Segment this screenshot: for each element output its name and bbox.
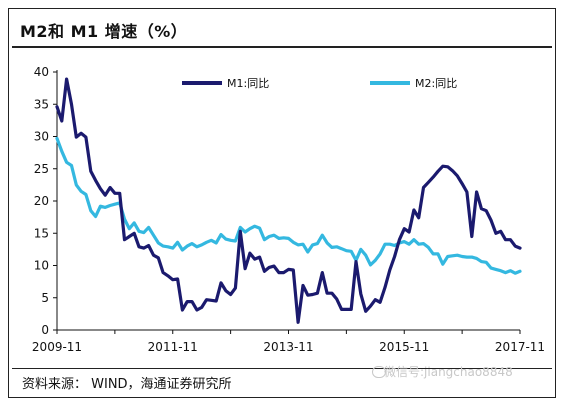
x-tick-label: 2009-11	[32, 340, 82, 354]
y-tick-label: 35	[34, 97, 49, 111]
series-line	[55, 77, 522, 324]
legend-label: M1:同比	[227, 77, 269, 90]
y-tick-label: 10	[34, 259, 49, 273]
y-tick-label: 0	[41, 323, 49, 337]
chart-legend: M1:同比 M2:同比	[182, 77, 457, 90]
y-tick-label: 25	[34, 162, 49, 176]
legend-label: M2:同比	[415, 77, 457, 90]
x-tick-label: 2011-11	[148, 340, 198, 354]
title-divider	[12, 46, 552, 48]
y-tick-label: 40	[34, 65, 49, 79]
watermark: 微信号:jiangchao8848	[384, 365, 513, 379]
y-tick-label: 5	[41, 291, 49, 305]
y-tick-label: 15	[34, 226, 49, 240]
source-note: 资料来源： WIND，海通证券研究所	[22, 377, 232, 392]
y-tick-label: 30	[34, 130, 49, 144]
x-tick-label: 2013-11	[263, 340, 313, 354]
chart-axes: 0 5 10 15 20 25 30 35 40 2009-11 2011-11 2013-11 201…	[32, 65, 545, 354]
series-line	[55, 136, 522, 275]
chart-lines	[55, 77, 522, 324]
chart-frame	[8, 8, 556, 398]
wechat-icon	[372, 366, 386, 378]
y-tick-label: 20	[34, 194, 49, 208]
x-tick-label: 2017-11	[495, 340, 545, 354]
x-tick-label: 2015-11	[379, 340, 429, 354]
chart-title: M2和 M1 增速（%）	[20, 22, 188, 41]
source-divider	[12, 368, 552, 369]
